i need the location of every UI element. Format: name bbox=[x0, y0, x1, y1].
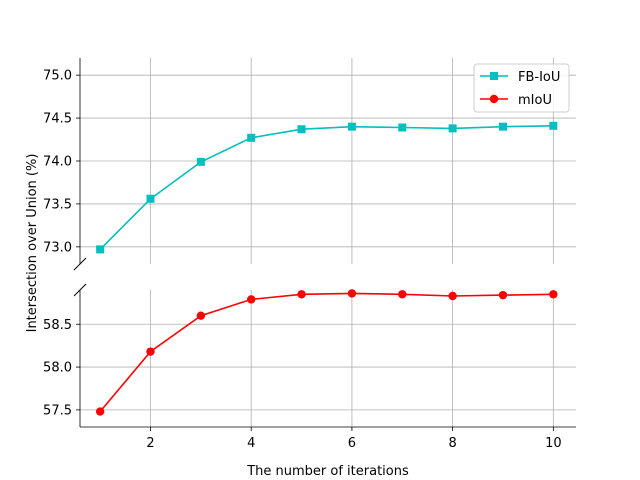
y-tick-label: 73.5 bbox=[43, 197, 72, 212]
data-point-circle bbox=[95, 407, 105, 416]
y-tick-label: 75.0 bbox=[43, 69, 72, 84]
upper-panel: 73.0 73.5 74.0 74.5 75.0 bbox=[43, 58, 576, 264]
data-point-circle bbox=[146, 347, 155, 356]
data-point-circle bbox=[196, 311, 206, 320]
data-point-circle bbox=[498, 290, 508, 300]
y-tick-label: 57.5 bbox=[43, 403, 72, 418]
data-point-square bbox=[247, 133, 256, 142]
data-point-circle bbox=[347, 289, 357, 298]
series-line-miou bbox=[99, 292, 554, 413]
lower-panel: 57.5 58.0 58.5 2 4 6 8 10 bbox=[43, 289, 576, 451]
data-point-square bbox=[146, 194, 155, 203]
data-point-square bbox=[448, 124, 457, 133]
data-point-circle bbox=[549, 290, 558, 299]
break-mark-upper bbox=[73, 257, 87, 271]
x-tick-label: 10 bbox=[545, 436, 562, 451]
axis-break-marks bbox=[73, 257, 87, 297]
series-line-fb-iou bbox=[99, 125, 554, 250]
data-point-circle bbox=[297, 290, 306, 299]
legend: FB-IoU mIoU bbox=[473, 63, 570, 113]
x-tick-label: 4 bbox=[247, 436, 255, 451]
legend-marker-square bbox=[490, 72, 498, 80]
data-point-square bbox=[398, 123, 407, 132]
y-axis-label: Intersection over Union (%) bbox=[25, 154, 40, 333]
data-point-square bbox=[196, 157, 205, 166]
x-axis-label: The number of iterations bbox=[246, 464, 409, 479]
data-point-square bbox=[96, 245, 105, 254]
data-point-circle bbox=[398, 290, 407, 299]
y-tick-label: 74.0 bbox=[43, 155, 72, 170]
data-point-square bbox=[297, 125, 306, 134]
y-tick-label: 58.5 bbox=[43, 318, 72, 333]
data-point-circle bbox=[448, 291, 457, 301]
break-mark-lower bbox=[73, 283, 87, 297]
legend-marker-circle bbox=[489, 94, 499, 104]
data-point-square bbox=[498, 122, 507, 131]
x-tick-label: 8 bbox=[448, 436, 456, 451]
x-tick-label: 2 bbox=[146, 436, 154, 451]
legend-label: FB-IoU bbox=[518, 70, 560, 85]
data-point-circle bbox=[247, 295, 256, 304]
data-point-square bbox=[347, 122, 356, 131]
data-point-square bbox=[549, 121, 558, 130]
y-tick-label: 58.0 bbox=[43, 361, 72, 376]
x-tick-label: 6 bbox=[348, 436, 356, 451]
y-tick-label: 74.5 bbox=[43, 112, 72, 127]
y-tick-label: 73.0 bbox=[43, 240, 72, 255]
legend-label: mIoU bbox=[518, 93, 552, 108]
